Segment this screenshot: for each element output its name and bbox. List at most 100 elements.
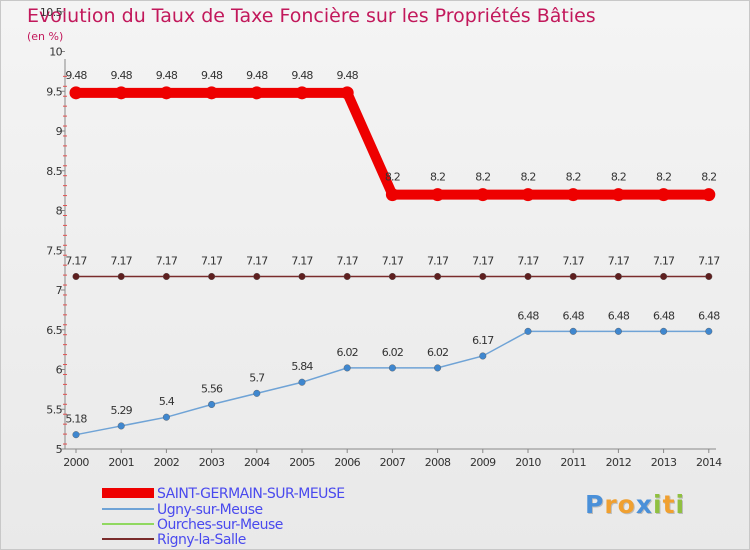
y-tick-label: 9.5 bbox=[46, 85, 62, 98]
data-label: 6.02 bbox=[337, 346, 358, 359]
x-tick-label: 2008 bbox=[425, 456, 451, 469]
data-label: 9.48 bbox=[246, 69, 268, 82]
data-point bbox=[431, 188, 445, 202]
data-point bbox=[660, 327, 668, 335]
data-label: 7.17 bbox=[337, 254, 359, 267]
data-point bbox=[69, 86, 83, 100]
legend: SAINT-GERMAIN-SUR-MEUSEUgny-sur-MeuseOur… bbox=[102, 486, 345, 548]
series-ugny-sur-meuse bbox=[72, 327, 713, 439]
logo-letter: i bbox=[653, 490, 663, 519]
y-tick-label: 10 bbox=[49, 46, 62, 59]
data-point bbox=[479, 272, 487, 280]
data-point bbox=[569, 272, 577, 280]
logo-letter: i bbox=[675, 490, 686, 519]
logo-letter: o bbox=[617, 490, 636, 519]
y-tick-label: 5.5 bbox=[46, 403, 62, 416]
data-point bbox=[117, 422, 125, 430]
data-point bbox=[343, 272, 351, 280]
logo-letter: x bbox=[635, 490, 653, 519]
proxiti-logo: Proxiti bbox=[585, 490, 685, 519]
data-point bbox=[117, 272, 125, 280]
data-point bbox=[521, 188, 535, 202]
series-rigny-la-salle bbox=[72, 272, 713, 280]
data-point bbox=[434, 272, 442, 280]
series-layer bbox=[69, 86, 716, 439]
data-point bbox=[388, 364, 396, 372]
data-label: 7.17 bbox=[517, 254, 539, 267]
data-label: 5.4 bbox=[159, 395, 175, 408]
y-tick-label: 6.5 bbox=[46, 324, 62, 337]
data-point bbox=[340, 86, 354, 100]
data-point bbox=[205, 86, 219, 100]
y-tick-label: 10.5 bbox=[40, 6, 63, 19]
data-label: 8.2 bbox=[475, 171, 490, 184]
data-label: 6.48 bbox=[698, 309, 720, 322]
x-tick-label: 2010 bbox=[515, 456, 541, 469]
data-label: 7.17 bbox=[291, 254, 313, 267]
data-label: 5.56 bbox=[201, 382, 223, 395]
data-label: 7.17 bbox=[201, 254, 223, 267]
axes: 55.566.577.588.599.51010.51111.51212.513… bbox=[40, 6, 723, 469]
y-tick-label: 9 bbox=[56, 125, 63, 138]
data-point bbox=[388, 272, 396, 280]
x-tick-label: 2001 bbox=[108, 456, 134, 469]
data-point bbox=[476, 188, 490, 202]
y-tick-label: 7 bbox=[56, 284, 63, 297]
data-point bbox=[705, 327, 713, 335]
legend-label: Ourches-sur-Meuse bbox=[157, 517, 283, 533]
legend-label: SAINT-GERMAIN-SUR-MEUSE bbox=[157, 486, 345, 502]
data-label: 6.48 bbox=[653, 309, 675, 322]
data-label: 8.2 bbox=[611, 171, 626, 184]
data-point bbox=[705, 272, 713, 280]
data-label: 9.48 bbox=[291, 69, 313, 82]
data-label: 7.17 bbox=[156, 254, 178, 267]
y-tick-label: 6 bbox=[56, 364, 63, 377]
legend-label: Rigny-la-Salle bbox=[157, 532, 246, 548]
x-tick-label: 2000 bbox=[63, 456, 89, 469]
data-label: 9.48 bbox=[156, 69, 178, 82]
data-point bbox=[343, 364, 351, 372]
data-label: 8.2 bbox=[566, 171, 581, 184]
data-point bbox=[657, 188, 671, 202]
x-tick-label: 2003 bbox=[199, 456, 225, 469]
data-label: 7.17 bbox=[608, 254, 630, 267]
y-tick-label: 8.5 bbox=[46, 165, 62, 178]
x-tick-label: 2013 bbox=[651, 456, 677, 469]
data-point bbox=[385, 188, 399, 202]
logo-letter: r bbox=[604, 490, 618, 519]
data-label: 6.02 bbox=[382, 346, 403, 359]
data-point bbox=[611, 188, 625, 202]
series-saint-germain-sur-meuse bbox=[69, 86, 716, 202]
x-tick-label: 2011 bbox=[560, 456, 586, 469]
data-label: 6.17 bbox=[472, 334, 494, 347]
data-label: 9.48 bbox=[201, 69, 223, 82]
data-label: 5.18 bbox=[65, 413, 87, 426]
data-label: 8.2 bbox=[656, 171, 671, 184]
data-point bbox=[660, 272, 668, 280]
data-label: 9.48 bbox=[337, 69, 359, 82]
data-label: 7.17 bbox=[382, 254, 404, 267]
data-point bbox=[72, 272, 80, 280]
data-label: 7.17 bbox=[111, 254, 133, 267]
data-point bbox=[479, 352, 487, 360]
data-point bbox=[253, 272, 261, 280]
data-point bbox=[524, 327, 532, 335]
data-point bbox=[569, 327, 577, 335]
data-point bbox=[114, 86, 128, 100]
data-point bbox=[298, 272, 306, 280]
data-point bbox=[566, 188, 580, 202]
data-label: 5.29 bbox=[111, 404, 133, 417]
data-label: 5.84 bbox=[291, 360, 313, 373]
y-tick-label: 7.5 bbox=[46, 244, 62, 257]
data-label: 7.17 bbox=[653, 254, 675, 267]
data-label: 9.48 bbox=[65, 69, 87, 82]
data-labels-layer: 5.18 5.29 5.4 5.56 5.7 5.84 6.02 6.02 6.02 6.17 6.… bbox=[65, 69, 721, 426]
data-label: 8.2 bbox=[520, 171, 535, 184]
data-point bbox=[253, 389, 261, 397]
data-label: 6.48 bbox=[563, 309, 585, 322]
data-point bbox=[72, 431, 80, 439]
data-point bbox=[159, 86, 173, 100]
y-tick-label: 8 bbox=[56, 205, 63, 218]
